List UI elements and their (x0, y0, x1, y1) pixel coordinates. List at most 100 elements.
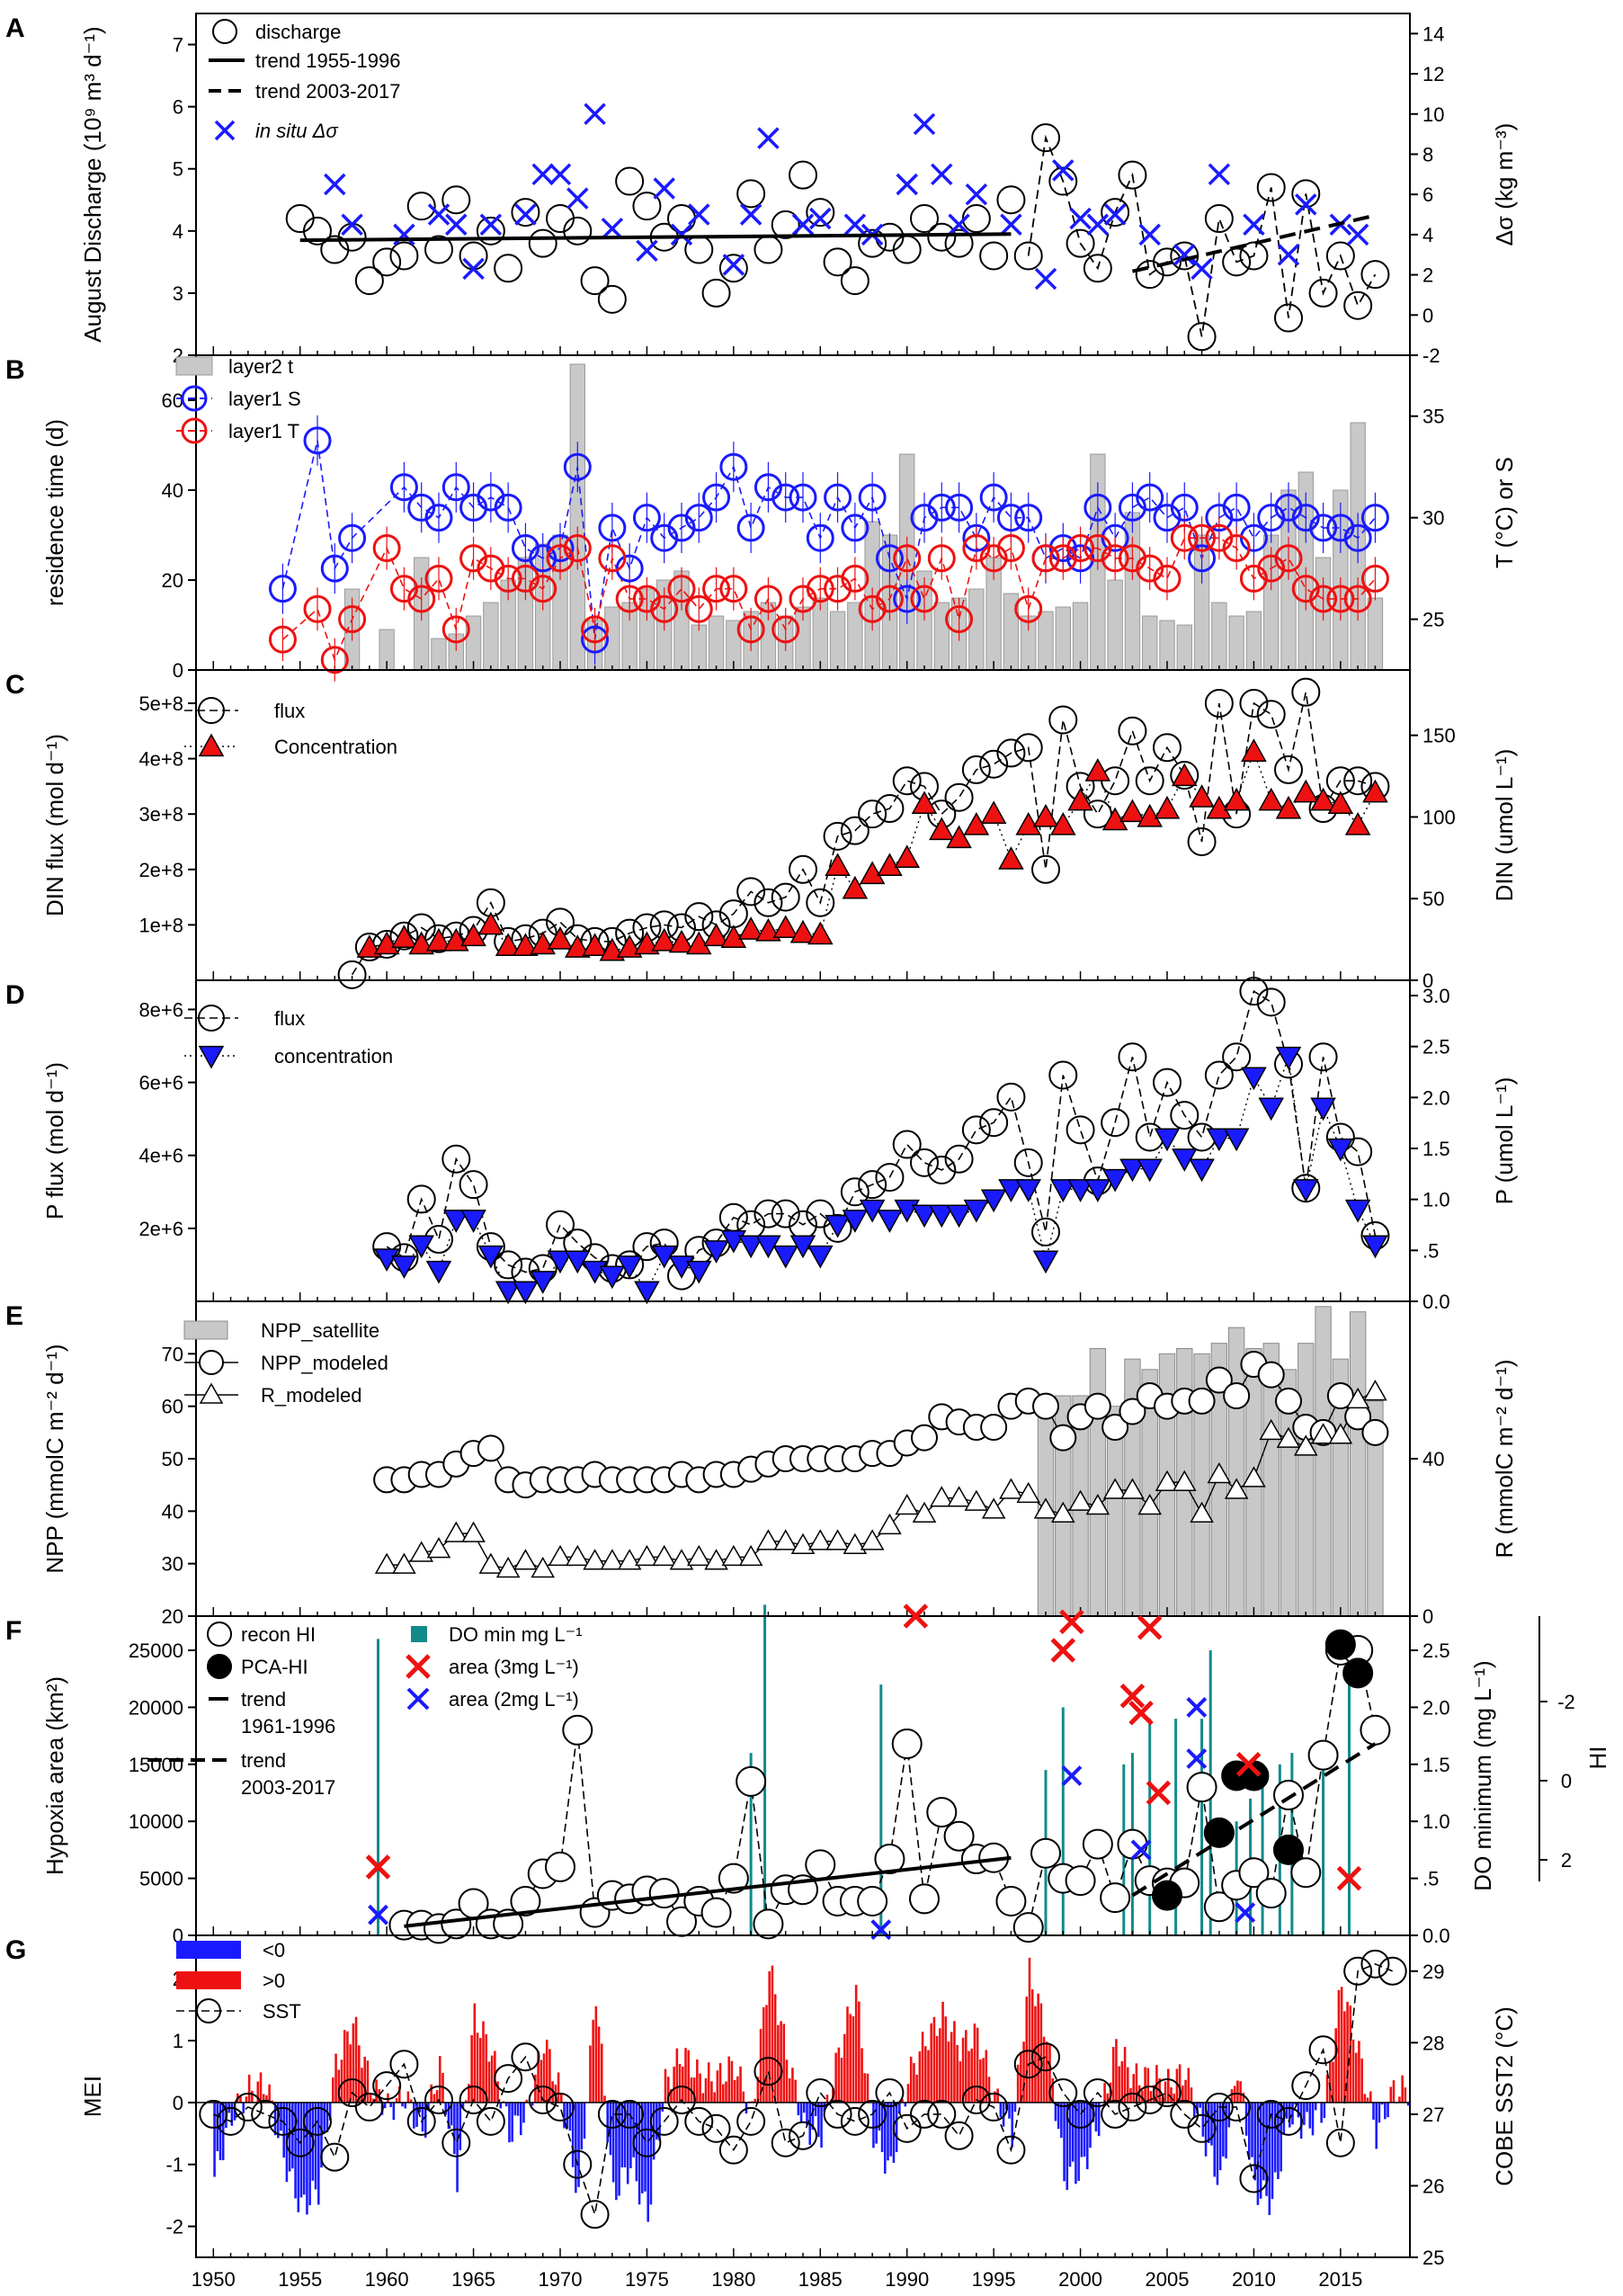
r-modeled-point (929, 1486, 954, 1507)
mei-positive-bar (733, 2079, 736, 2103)
din-flux-point (736, 877, 766, 907)
din-concentration-point (1172, 763, 1198, 787)
npp-modeled-point (1205, 1366, 1233, 1394)
r-modeled-point (704, 1549, 728, 1570)
layer1-s-point (1360, 504, 1389, 532)
layer1-t-point (979, 544, 1008, 573)
layer1-t-point (1083, 534, 1112, 563)
layer2-t-bar (1176, 624, 1192, 671)
layer2-t-bar (483, 602, 499, 671)
mei-negative-bar (297, 2102, 300, 2212)
discharge-point (1118, 160, 1147, 190)
din-flux-point (789, 854, 817, 884)
mei-negative-bar (328, 2102, 332, 2121)
mei-negative-bar (450, 2102, 453, 2126)
mei-negative-bar (1201, 2102, 1205, 2137)
din-concentration-point (1189, 784, 1215, 808)
y2-tick-label: .5 (1422, 1868, 1439, 1890)
y2-tick-label: 1.5 (1422, 1138, 1450, 1160)
y-tick-label: 15000 (129, 1754, 183, 1776)
mei-positive-bar (973, 2024, 976, 2103)
mei-negative-bar (1227, 2102, 1231, 2128)
p-concentration-point (929, 1204, 955, 1228)
discharge-point (1083, 254, 1112, 283)
y-tick-label: 6e+6 (138, 1072, 183, 1094)
layer1-s-point (459, 493, 488, 522)
delta-sigma-point (1295, 193, 1317, 216)
delta-sigma-point (531, 163, 554, 186)
mei-positive-bar (1022, 2041, 1025, 2103)
area-2mg-point (1130, 1839, 1152, 1861)
mei-negative-bar (230, 2102, 234, 2126)
layer1-t-point (1343, 585, 1372, 613)
discharge-point (511, 198, 540, 228)
discharge-point (528, 228, 557, 258)
layer1-t-point (1101, 544, 1129, 573)
mei-negative-bar (308, 2102, 311, 2206)
layer1-s-point (598, 514, 627, 542)
mei-positive-bar (692, 2077, 696, 2103)
r-modeled-point (878, 1513, 902, 1535)
mei-positive-bar (1173, 2093, 1175, 2103)
recon-hi-point (1100, 1882, 1131, 1914)
y2-tick-label: 2.0 (1422, 1086, 1450, 1109)
layer1-t-point (962, 534, 991, 563)
discharge-point (303, 216, 332, 246)
mei-positive-bar (435, 2090, 439, 2103)
legend-marker-pca-hi (207, 1654, 232, 1679)
area-2mg-point (1235, 1902, 1256, 1924)
y-tick-label: 5000 (139, 1868, 183, 1890)
mei-positive-bar (1120, 2061, 1124, 2103)
area-3mg-point (1059, 1609, 1084, 1635)
mei-positive-bar (1170, 2086, 1173, 2103)
sst-point (1360, 1949, 1390, 1979)
y2-tick-label: 25 (1422, 2247, 1444, 2269)
p-concentration-point (1050, 1179, 1076, 1202)
sst-point (823, 2099, 852, 2129)
x-tick-label: 1980 (711, 2268, 755, 2291)
mei-positive-bar (430, 2084, 433, 2103)
legend-label: flux (274, 700, 305, 722)
mei-negative-bar (880, 2102, 884, 2152)
mei-positive-bar (939, 2028, 941, 2103)
mei-positive-bar (756, 2077, 760, 2103)
discharge-point (615, 166, 645, 196)
y-tick-label: 4e+8 (138, 748, 183, 771)
p-concentration-point (1223, 1128, 1250, 1152)
p-concentration-point (1275, 1046, 1302, 1070)
layer1-t-point (546, 544, 575, 573)
mei-negative-bar (797, 2102, 800, 2116)
layer1-t-point (684, 594, 713, 623)
r-modeled-point (1293, 1434, 1318, 1456)
delta-sigma-point (757, 127, 780, 149)
discharge-point (823, 247, 852, 277)
layer1-t-point (338, 605, 367, 634)
din-concentration-point (894, 844, 920, 868)
sst-point (858, 2099, 887, 2129)
sst-point (910, 2099, 939, 2129)
mei-negative-bar (1303, 2102, 1306, 2125)
layer1-t-point (667, 575, 696, 603)
mei-positive-bar (1363, 2094, 1367, 2103)
layer1-s-point (1343, 523, 1372, 552)
mei-negative-bar (424, 2102, 427, 2138)
sst-point (337, 2078, 367, 2108)
mei-positive-bar (1184, 2079, 1187, 2103)
din-concentration-point (772, 915, 798, 939)
p-flux-point (1187, 1122, 1217, 1152)
layer1-t-point (754, 585, 782, 613)
p-concentration-point (842, 1210, 869, 1233)
y-tick-label: 60 (162, 1396, 183, 1418)
mei-negative-bar (1251, 2102, 1253, 2158)
mei-positive-bar (262, 2094, 265, 2103)
mei-positive-bar (597, 2026, 601, 2103)
sst-point (771, 2128, 800, 2158)
mei-positive-bar (1129, 2087, 1132, 2103)
din-flux-point (1013, 733, 1043, 763)
r-modeled-point (1276, 1426, 1301, 1448)
p-concentration-point (1154, 1128, 1181, 1152)
mei-positive-bar (861, 2048, 863, 2103)
din-flux-point (858, 800, 887, 829)
legend-marker-t (181, 417, 208, 444)
layer2-t-bar (708, 615, 725, 671)
